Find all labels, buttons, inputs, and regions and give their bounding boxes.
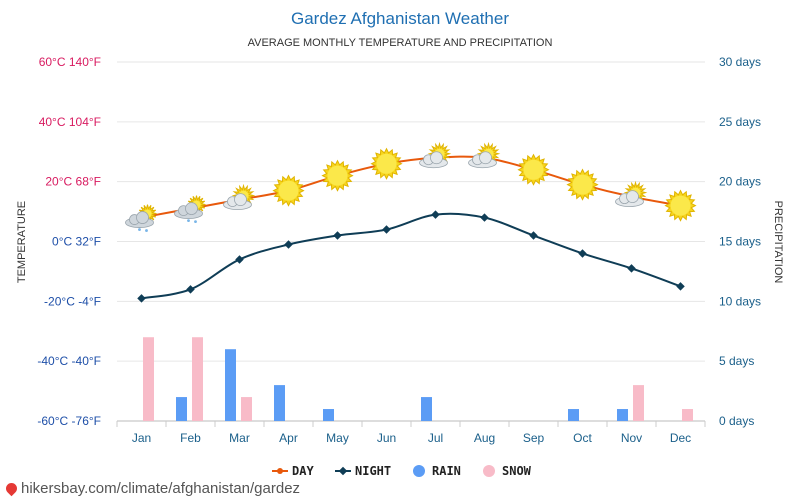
night-point [382, 225, 391, 234]
rain-bar [176, 397, 187, 421]
x-tick-label: Sep [523, 431, 545, 445]
legend-marker [483, 465, 495, 477]
x-tick-label: Jan [132, 431, 151, 445]
grid-lines [116, 61, 706, 427]
snow-bar [682, 409, 693, 421]
right-tick-label: 10 days [719, 294, 761, 308]
rain-bar [274, 385, 285, 421]
source-text: hikersbay.com/climate/afghanistan/gardez [21, 480, 301, 497]
legend-label: DAY [292, 464, 314, 478]
snow-bar [633, 385, 644, 421]
sun-cloud-icon [615, 180, 648, 208]
night-line [141, 212, 681, 300]
x-tick-label: Apr [279, 431, 298, 445]
temperature-lines [137, 154, 685, 303]
x-tick-label: Oct [573, 431, 592, 445]
x-tick-label: Mar [229, 431, 250, 445]
weather-icons [125, 141, 697, 232]
x-tick-label: Jul [428, 431, 443, 445]
sun-icon [370, 147, 403, 180]
legend-marker [338, 466, 348, 476]
legend-item-night[interactable]: NIGHT [335, 464, 391, 478]
night-point [676, 282, 685, 291]
night-point [235, 255, 244, 264]
snow-bar [241, 397, 252, 421]
left-tick-label: 40°C 104°F [39, 115, 101, 129]
sun-cloud-icon [468, 141, 501, 169]
legend-label: RAIN [432, 464, 461, 478]
rain-bar [421, 397, 432, 421]
legend-label: NIGHT [355, 464, 391, 478]
left-tick-label: 20°C 68°F [45, 175, 101, 189]
night-point [284, 240, 293, 249]
x-tick-label: Feb [180, 431, 201, 445]
sun-cloud-icon [223, 183, 256, 211]
night-point [186, 285, 195, 294]
day-line [141, 155, 681, 219]
night-point [627, 264, 636, 273]
rain-bar [568, 409, 579, 421]
rain-bar [323, 409, 334, 421]
snow-cloud-icon [174, 195, 206, 223]
sun-icon [272, 174, 305, 207]
legend-item-rain[interactable]: RAIN [413, 464, 461, 478]
legend-marker [277, 468, 283, 474]
right-tick-label: 15 days [719, 235, 761, 249]
source-link[interactable]: hikersbay.com/climate/afghanistan/gardez [3, 480, 301, 497]
night-point [333, 231, 342, 240]
sun-cloud-icon [419, 141, 452, 169]
sun-icon [321, 159, 354, 192]
chart-title: Gardez Afghanistan Weather [291, 9, 509, 28]
legend-label: SNOW [502, 464, 532, 478]
x-tick-label: Nov [621, 431, 642, 445]
night-point [431, 210, 440, 219]
left-axis-title: TEMPERATURE [16, 201, 28, 283]
chart-subtitle: AVERAGE MONTHLY TEMPERATURE AND PRECIPIT… [248, 37, 553, 49]
legend-item-day[interactable]: DAY [272, 464, 314, 478]
sun-icon [566, 168, 599, 201]
right-axis-ticks: 30 days 25 days 20 days 15 days 10 days 5 day… [719, 55, 761, 428]
left-tick-label: 0°C 32°F [52, 235, 101, 249]
precipitation-bars [143, 337, 693, 421]
rain-bar [617, 409, 628, 421]
legend-marker [413, 465, 425, 477]
snow-cloud-icon [125, 204, 157, 232]
rain-bar [225, 349, 236, 421]
x-tick-label: Aug [474, 431, 495, 445]
sun-icon [664, 189, 697, 222]
right-tick-label: 25 days [719, 115, 761, 129]
night-point [578, 249, 587, 258]
snow-bar [192, 337, 203, 421]
x-axis-ticks: Jan Feb Mar Apr May Jun Jul Aug Sep Oct Nov Dec [132, 431, 691, 445]
sun-icon [517, 153, 550, 186]
legend: DAY NIGHT RAIN SNOW [272, 464, 532, 478]
right-tick-label: 30 days [719, 55, 761, 69]
night-point [480, 213, 489, 222]
left-tick-label: -40°C -40°F [37, 354, 101, 368]
x-tick-label: Jun [377, 431, 396, 445]
x-tick-label: May [326, 431, 349, 445]
legend-item-snow[interactable]: SNOW [483, 464, 532, 478]
map-pin-icon [3, 480, 20, 497]
right-tick-label: 5 days [719, 354, 754, 368]
left-axis-ticks: 60°C 140°F 40°C 104°F 20°C 68°F 0°C 32°F -20… [37, 55, 101, 428]
left-tick-label: -20°C -4°F [44, 294, 101, 308]
left-tick-label: -60°C -76°F [37, 414, 101, 428]
night-point [529, 231, 538, 240]
x-tick-label: Dec [670, 431, 691, 445]
right-tick-label: 0 days [719, 414, 754, 428]
left-tick-label: 60°C 140°F [39, 55, 101, 69]
right-tick-label: 20 days [719, 175, 761, 189]
right-axis-title: PRECIPITATION [772, 201, 784, 284]
night-point [137, 294, 146, 303]
snow-bar [143, 337, 154, 421]
